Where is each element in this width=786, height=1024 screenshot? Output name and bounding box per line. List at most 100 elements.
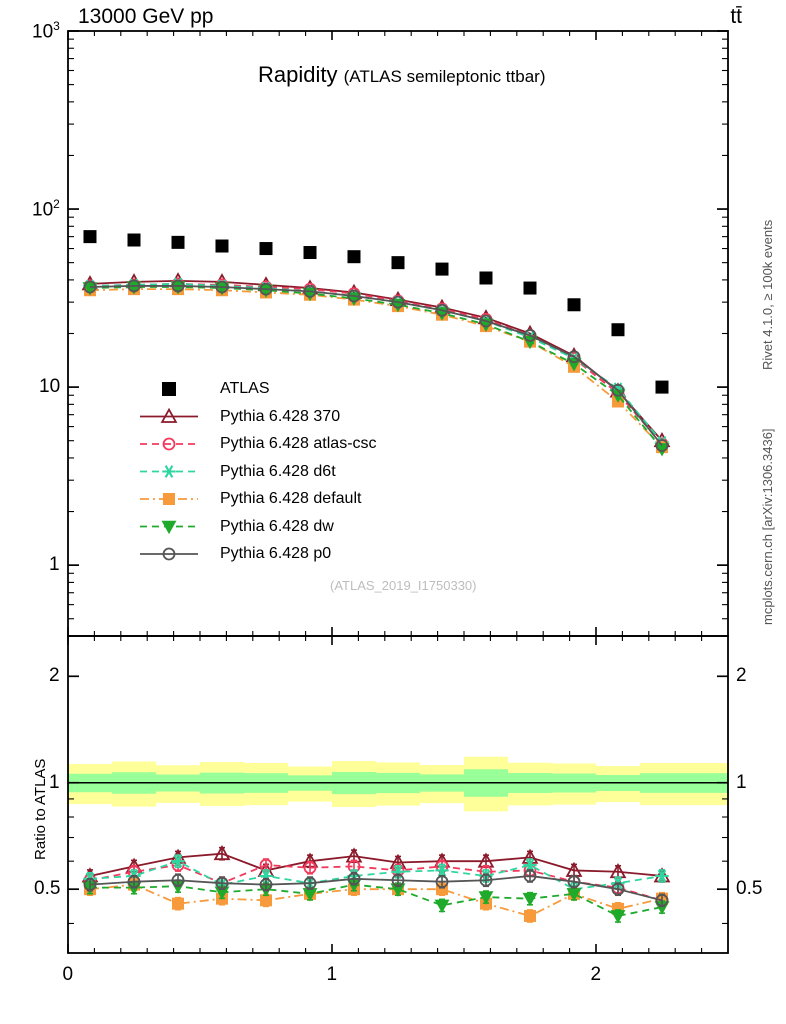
ratio-line [89,883,663,917]
data-point-marker [303,246,317,260]
data-point-marker [259,282,273,296]
legend-entry [140,465,198,478]
data-point-marker [391,256,405,270]
data-point-marker [127,233,141,247]
data-point-marker [83,230,97,244]
analysis-id-watermark: (ATLAS_2019_I1750330) [330,578,477,593]
ratio-series-pythia-6-428-default [83,877,668,923]
data-point-marker [435,262,449,276]
data-point-marker [83,280,97,294]
legend-label: Pythia 6.428 default [220,490,362,507]
series-line [89,282,663,443]
ratio-y-tick-label-right: 1 [736,771,747,793]
data-point-marker [567,298,581,312]
main-y-tick-label: 10 [39,376,61,398]
ratio-line [89,852,663,877]
legend-label: ATLAS [220,380,270,397]
data-point-marker [82,282,98,296]
data-point-marker [171,873,185,887]
data-point-marker [259,242,273,256]
data-point-marker [611,323,625,337]
ratio-y-tick-label-right: 2 [736,665,747,687]
data-point-marker [161,520,177,535]
data-point-marker [655,439,669,452]
data-point-marker [171,235,185,249]
ratio-y-tick-label-right: 0.5 [736,878,763,900]
data-point-marker [610,910,626,924]
series-line [89,285,663,447]
data-point-marker [655,380,669,394]
data-point-marker [347,289,361,303]
data-point-marker [171,279,185,293]
ratio-line [89,883,663,917]
legend-entry [162,382,176,396]
data-point-marker [303,876,317,890]
data-point-marker [162,382,176,396]
legend-entry [140,407,198,423]
data-point-marker [435,864,449,877]
data-point-marker [479,314,493,328]
ratio-line [89,875,663,902]
x-tick-label: 2 [590,964,602,985]
data-point-marker [214,282,230,296]
header-process-label: tt̄ [730,5,742,28]
data-point-marker [258,284,274,298]
data-point-marker [127,279,141,293]
main-series-group [81,230,671,457]
legend-entry [140,493,198,505]
main-panel-frame [67,30,729,637]
data-point-marker [479,873,493,887]
data-point-marker [162,547,176,561]
data-point-marker [523,858,537,872]
x-tick-label: 0 [62,964,74,985]
data-point-marker [303,861,317,875]
ratio-y-tick-label-left: 0.5 [34,878,61,900]
data-point-marker [162,437,176,451]
data-point-marker [611,882,625,896]
main-y-ticks [68,30,728,637]
data-point-marker [171,854,185,868]
ratio-panel-frame [67,635,729,954]
data-point-marker [567,350,581,364]
data-point-marker [213,844,231,861]
data-point-marker [160,407,178,423]
data-point-marker [523,281,537,295]
data-point-marker [611,383,625,397]
data-point-marker [162,465,176,478]
series-line [89,279,663,442]
ratio-y-tick-label-left: 2 [49,665,60,687]
ratio-line [89,860,663,891]
data-point-marker [126,281,142,295]
ratio-uncertainty-bands [68,756,728,812]
data-point-marker [524,909,536,922]
plot-title-sub: (ATLAS semileptonic ttbar) [343,67,546,86]
plot-title-main: Rapidity [258,62,338,87]
data-point-marker [391,873,405,887]
legend-label: Pythia 6.428 d6t [220,462,336,480]
data-point-marker [523,869,537,883]
ratio-line [89,864,663,902]
data-point-marker [347,250,361,264]
legend-entry [140,520,198,535]
data-point-marker [522,892,538,907]
data-point-marker [391,295,405,309]
data-point-marker [567,875,581,889]
data-point-marker [479,271,493,285]
data-point-marker [215,876,229,890]
data-point-marker [83,878,97,892]
legend-label: Pythia 6.428 370 [220,407,341,425]
legend-entry [140,437,198,451]
x-tick-label: 1 [326,964,338,985]
legend-label: Pythia 6.428 p0 [220,545,332,562]
series-pythia-6-428-p0 [83,279,669,452]
ratio-series-pythia-6-428-370 [81,844,671,883]
data-point-marker [127,875,141,889]
data-point-marker [655,869,669,883]
series-pythia-6-428-dw [82,281,670,457]
data-point-marker [523,329,537,342]
ratio-series-group [81,844,671,924]
data-point-marker [434,899,450,913]
legend-label: Pythia 6.428 dw [220,517,334,535]
